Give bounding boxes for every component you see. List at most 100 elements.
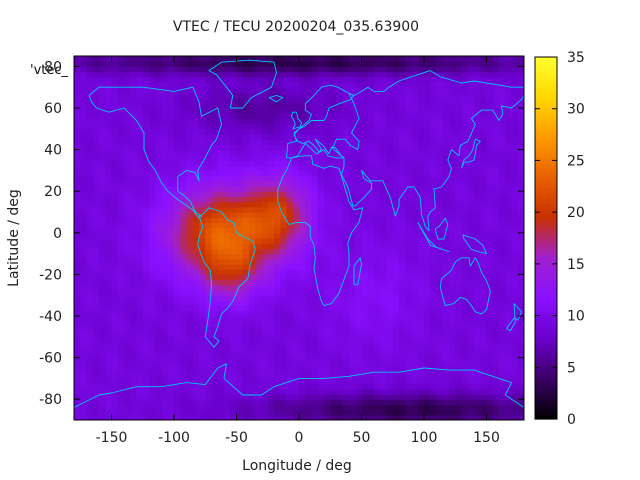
heatmap-cell [211, 87, 219, 93]
heatmap-cell [330, 61, 338, 67]
heatmap-cell [242, 71, 250, 78]
heatmap-cell [142, 279, 150, 286]
heatmap-cell [292, 310, 300, 317]
heatmap-cell [442, 196, 450, 203]
heatmap-cell [105, 279, 113, 286]
heatmap-cell [392, 191, 400, 197]
heatmap-cell [161, 378, 169, 385]
heatmap-cell [249, 118, 256, 125]
heatmap-cell [517, 347, 524, 353]
heatmap-cell [155, 269, 163, 275]
heatmap-cell [92, 378, 100, 385]
heatmap-cell [342, 284, 350, 291]
heatmap-cell [449, 388, 456, 395]
heatmap-cell [299, 201, 306, 208]
heatmap-cell [117, 139, 125, 145]
heatmap-cell [161, 196, 169, 203]
heatmap-cell [80, 87, 88, 93]
heatmap-cell [511, 378, 519, 385]
heatmap-cell [124, 290, 131, 296]
heatmap-cell [286, 321, 294, 327]
heatmap-cell [455, 362, 463, 369]
heatmap-cell [230, 108, 238, 114]
heatmap-cell [330, 414, 338, 420]
heatmap-cell [499, 336, 506, 343]
heatmap-cell [424, 305, 431, 312]
heatmap-cell [155, 170, 163, 177]
heatmap-cell [461, 284, 469, 291]
heatmap-cell [380, 368, 388, 374]
heatmap-cell [367, 232, 375, 239]
heatmap-cell [405, 108, 413, 114]
heatmap-cell [480, 243, 488, 249]
heatmap-cell [324, 310, 331, 317]
heatmap-cell [74, 61, 81, 67]
heatmap-cell [355, 290, 363, 296]
heatmap-cell [167, 269, 175, 275]
heatmap-cell [192, 347, 200, 353]
heatmap-cell [274, 326, 281, 333]
heatmap-cell [86, 269, 94, 275]
heatmap-cell [292, 284, 300, 291]
heatmap-cell [311, 383, 319, 390]
heatmap-cell [86, 399, 94, 405]
heatmap-cell [174, 134, 181, 140]
heatmap-cell [474, 113, 481, 119]
heatmap-cell [411, 316, 419, 322]
heatmap-cell [461, 180, 469, 187]
heatmap-cell [424, 108, 431, 114]
heatmap-cell [236, 180, 244, 187]
heatmap-cell [255, 61, 263, 67]
heatmap-cell [517, 274, 524, 281]
heatmap-cell [211, 92, 219, 99]
heatmap-cell [374, 165, 381, 171]
heatmap-cell [449, 383, 456, 390]
heatmap-cell [142, 321, 150, 327]
heatmap-cell [467, 342, 475, 348]
heatmap-cell [417, 394, 425, 400]
heatmap-cell [205, 71, 213, 78]
heatmap-cell [299, 394, 306, 400]
heatmap-cell [492, 342, 500, 348]
heatmap-cell [236, 336, 244, 343]
heatmap-cell [142, 165, 150, 171]
heatmap-cell [130, 128, 138, 135]
heatmap-cell [117, 212, 125, 218]
heatmap-cell [442, 305, 450, 312]
heatmap-cell [199, 248, 206, 255]
heatmap-cell [386, 144, 394, 151]
heatmap-cell [161, 362, 169, 369]
heatmap-cell [99, 258, 106, 265]
heatmap-cell [267, 160, 275, 166]
heatmap-cell [399, 238, 406, 244]
heatmap-cell [405, 378, 413, 385]
heatmap-cell [192, 284, 200, 291]
heatmap-cell [155, 300, 163, 307]
heatmap-cell [230, 269, 238, 275]
heatmap-cell [392, 134, 400, 140]
heatmap-cell [386, 227, 394, 234]
heatmap-cell [330, 108, 338, 114]
heatmap-cell [424, 399, 431, 405]
heatmap-cell [411, 310, 419, 317]
heatmap-cell [92, 123, 100, 130]
heatmap-cell [255, 170, 263, 177]
heatmap-cell [342, 222, 350, 229]
heatmap-cell [361, 347, 369, 353]
heatmap-cell [280, 154, 288, 161]
heatmap-cell [292, 139, 300, 145]
heatmap-cell [405, 118, 413, 125]
heatmap-cell [99, 206, 106, 213]
heatmap-cell [167, 290, 175, 296]
heatmap-cell [99, 326, 106, 333]
heatmap-cell [499, 362, 506, 369]
heatmap-cell [255, 326, 263, 333]
heatmap-cell [380, 118, 388, 125]
heatmap-cell [455, 212, 463, 218]
heatmap-cell [424, 243, 431, 249]
heatmap-cell [142, 134, 150, 140]
heatmap-cell [280, 243, 288, 249]
heatmap-cell [292, 206, 300, 213]
heatmap-cell [311, 238, 319, 244]
heatmap-cell [74, 206, 81, 213]
